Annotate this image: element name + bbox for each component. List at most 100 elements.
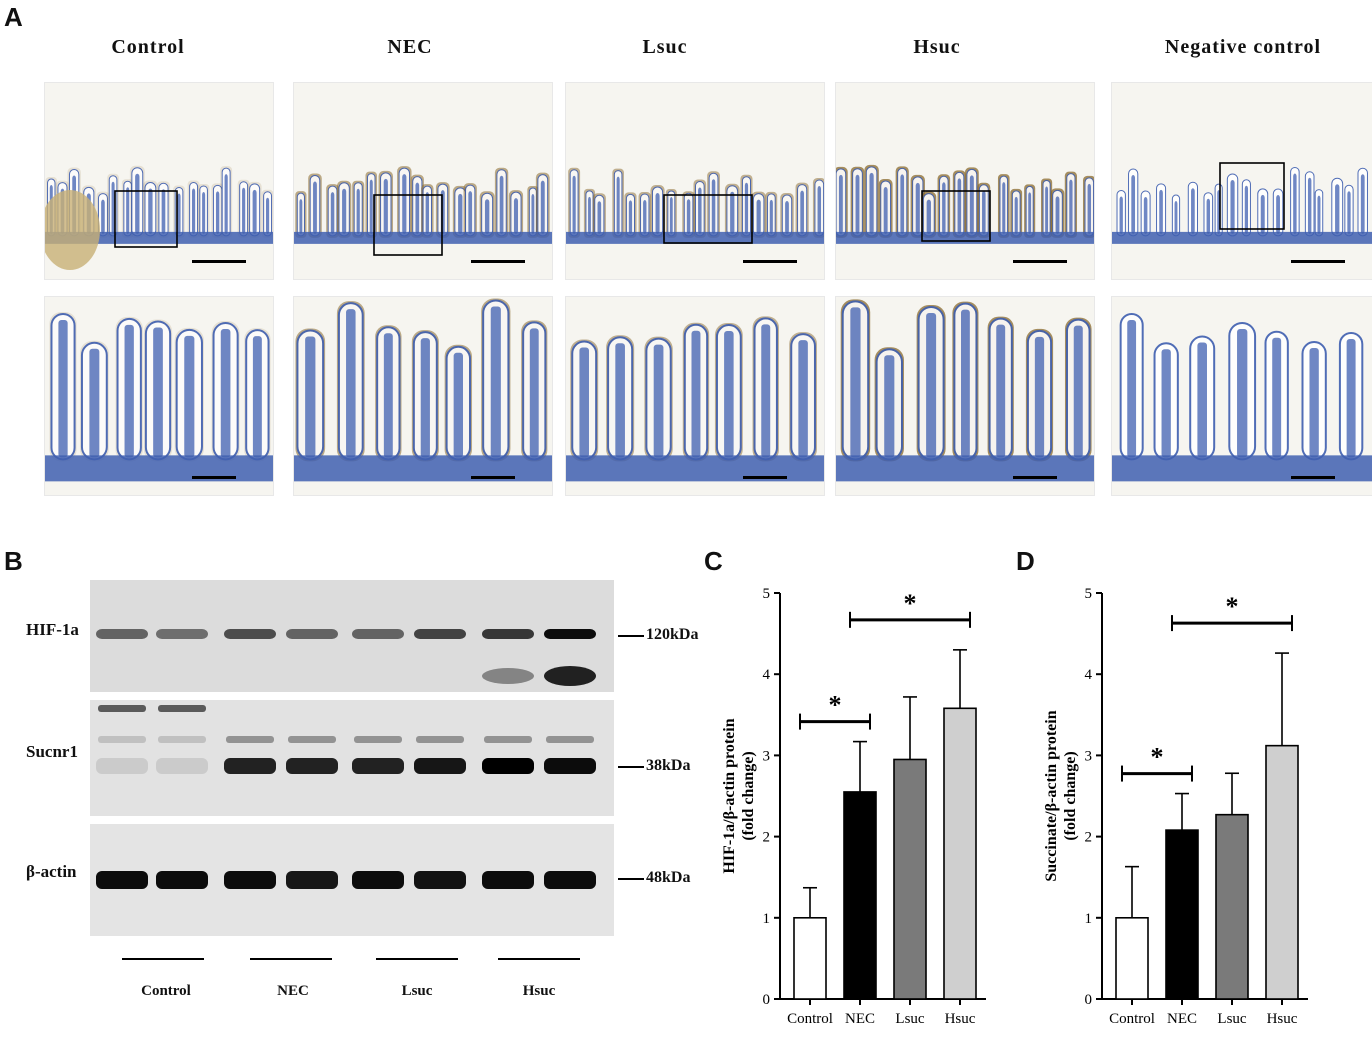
histology-tile-control-overview [44, 82, 274, 280]
blot-band [286, 629, 338, 639]
scale-bar [1291, 260, 1345, 263]
kda-marker-line [618, 766, 644, 768]
column-label-nec: NEC [387, 36, 433, 58]
y-tick-label: 2 [763, 830, 771, 846]
lane-underline [498, 958, 580, 960]
lane-underline [250, 958, 332, 960]
blot-band [544, 758, 596, 774]
zoom-region-box [921, 190, 991, 242]
lane-label-hsuc: Hsuc [522, 983, 556, 999]
kda-label-48: 48kDa [646, 869, 691, 886]
panel-label-d: D [1016, 546, 1035, 576]
lane-label-nec: NEC [277, 983, 309, 999]
blot-band [482, 871, 534, 889]
scale-bar [1013, 476, 1057, 479]
scale-bar [743, 260, 797, 263]
x-tick-label: Control [1109, 1011, 1155, 1027]
row-label-beta-actin: β-actin [26, 862, 77, 881]
bar-chart-hif1a: 0 1 2 3 4 5 HIF-1a/β-actin protein (fold change… [721, 586, 986, 1027]
x-tick-label: Lsuc [895, 1011, 925, 1027]
lane-label-control: Control [141, 983, 191, 999]
scale-bar [192, 260, 246, 263]
blot-band [352, 629, 404, 639]
blot-band [482, 629, 534, 639]
blot-band [156, 758, 208, 774]
bar-lsuc [893, 758, 927, 1000]
histology-tile-lsuc-zoom [565, 296, 825, 496]
y-axis-label: Succinate/β-actin protein [1043, 710, 1060, 881]
y-axis-label: HIF-1a/β-actin protein [721, 718, 738, 873]
zoom-region-box [114, 190, 178, 248]
x-tick-label: NEC [1167, 1011, 1197, 1027]
blot-band-faint [158, 705, 206, 712]
blot-band [352, 871, 404, 889]
bar-control [1115, 916, 1149, 1000]
blot-band [156, 629, 208, 639]
bar-lsuc [1215, 813, 1249, 1000]
x-tick-label: NEC [845, 1011, 875, 1027]
zoom-region-box [373, 194, 443, 256]
significance-star: * [829, 691, 842, 720]
blot-band [96, 629, 148, 639]
scale-bar [192, 476, 236, 479]
blot-band-faint [98, 736, 146, 743]
y-tick-label: 5 [763, 586, 771, 602]
significance-star: * [1226, 592, 1239, 621]
y-tick-label: 2 [1085, 830, 1093, 846]
y-tick-label: 0 [1085, 992, 1093, 1008]
blot-band [414, 758, 466, 774]
blot-band-faint [158, 736, 206, 743]
significance-star: * [904, 589, 917, 618]
scale-bar [743, 476, 787, 479]
histology-tile-hsuc-overview [835, 82, 1095, 280]
y-tick-label: 5 [1085, 586, 1093, 602]
panel-label-b: B [4, 546, 23, 576]
kda-marker-line [618, 878, 644, 880]
histology-tile-hsuc-zoom [835, 296, 1095, 496]
panel-label-c: C [704, 546, 723, 576]
significance-star: * [1151, 743, 1164, 772]
y-tick-label: 1 [1085, 911, 1093, 927]
blot-band [224, 629, 276, 639]
blot-band-faint [484, 736, 532, 743]
blot-band-faint [544, 666, 596, 686]
histology-tile-lsuc-overview [565, 82, 825, 280]
bar-hsuc [943, 707, 977, 1000]
blot-band [482, 758, 534, 774]
blot-band-faint [226, 736, 274, 743]
row-label-hif1a: HIF-1a [26, 620, 79, 639]
scale-bar [471, 260, 525, 263]
kda-label-38: 38kDa [646, 757, 691, 774]
y-tick-label: 3 [1085, 748, 1093, 764]
blot-band [156, 871, 208, 889]
y-tick-label: 3 [763, 748, 771, 764]
blot-band [286, 871, 338, 889]
bar-hsuc [1265, 744, 1299, 1000]
scale-bar [471, 476, 515, 479]
blot-band-faint [354, 736, 402, 743]
blot-band-faint [98, 705, 146, 712]
column-label-negative-control: Negative control [1164, 36, 1322, 58]
histology-tile-nec-overview [293, 82, 553, 280]
y-tick-label: 0 [763, 992, 771, 1008]
blot-band-faint [416, 736, 464, 743]
blot-band-faint [546, 736, 594, 743]
y-axis-label: (fold change) [1062, 751, 1079, 840]
bar-nec [843, 791, 877, 1000]
scale-bar [1013, 260, 1067, 263]
blot-band [286, 758, 338, 774]
panel-label-a: A [4, 2, 23, 32]
blot-band [544, 629, 596, 639]
x-tick-label: Control [787, 1011, 833, 1027]
row-label-sucnr1: Sucnr1 [26, 742, 78, 761]
bar-control [793, 916, 827, 1000]
zoom-region-box [1219, 162, 1285, 230]
histology-tile-negative-control-zoom [1111, 296, 1372, 496]
blot-band [224, 758, 276, 774]
column-label-hsuc: Hsuc [913, 36, 961, 58]
y-tick-label: 1 [763, 911, 771, 927]
zoom-region-box [663, 194, 753, 244]
blot-band [414, 629, 466, 639]
x-tick-label: Lsuc [1217, 1011, 1247, 1027]
lane-underline [376, 958, 458, 960]
